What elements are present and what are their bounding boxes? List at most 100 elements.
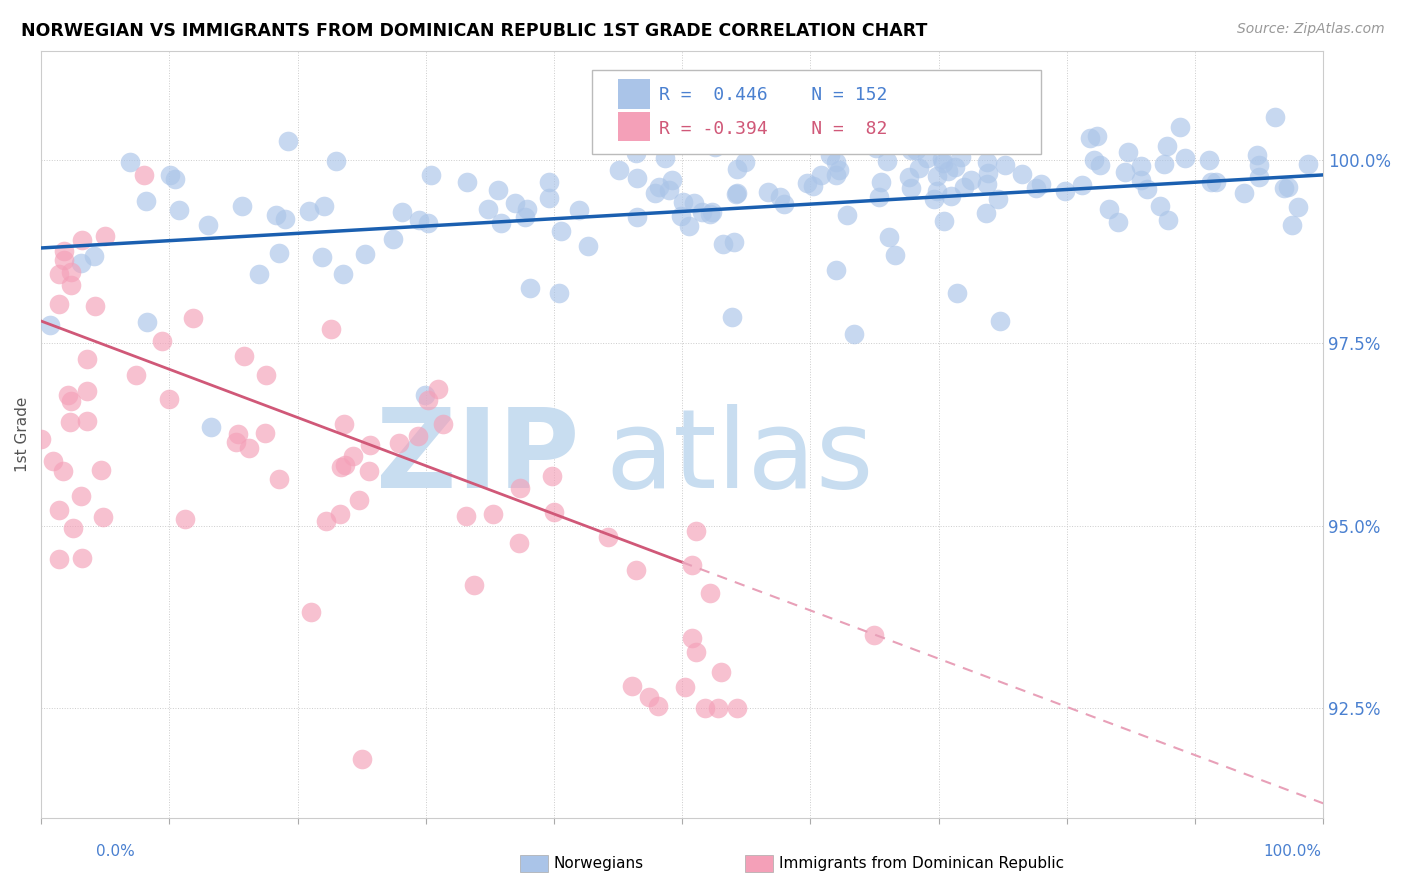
- Point: [381, 232, 404, 246]
- Point: [197, 218, 219, 232]
- Point: [48, 297, 70, 311]
- Point: [238, 442, 260, 456]
- Point: [150, 334, 173, 349]
- Text: Immigrants from Dominican Republic: Immigrants from Dominican Republic: [779, 856, 1064, 871]
- Point: [48, 503, 70, 517]
- Point: [200, 419, 222, 434]
- Point: [681, 558, 703, 572]
- Point: [703, 140, 725, 154]
- Point: [710, 665, 733, 679]
- Point: [977, 166, 1000, 180]
- Point: [661, 173, 683, 187]
- Point: [624, 145, 647, 160]
- Point: [342, 449, 364, 463]
- Point: [332, 417, 354, 432]
- Point: [758, 185, 780, 199]
- Point: [700, 204, 723, 219]
- Point: [62, 521, 84, 535]
- Point: [1031, 177, 1053, 191]
- Point: [503, 195, 526, 210]
- Point: [876, 153, 898, 168]
- Point: [311, 250, 333, 264]
- Point: [824, 155, 846, 169]
- Text: NORWEGIAN VS IMMIGRANTS FROM DOMINICAN REPUBLIC 1ST GRADE CORRELATION CHART: NORWEGIAN VS IMMIGRANTS FROM DOMINICAN R…: [21, 22, 928, 40]
- Point: [329, 459, 352, 474]
- Point: [681, 631, 703, 645]
- Point: [953, 179, 976, 194]
- Point: [1286, 200, 1309, 214]
- Point: [671, 209, 693, 223]
- Point: [70, 489, 93, 503]
- Point: [159, 169, 181, 183]
- Point: [509, 481, 531, 495]
- Point: [314, 199, 336, 213]
- Point: [174, 511, 197, 525]
- Point: [91, 509, 114, 524]
- Point: [1264, 110, 1286, 124]
- Point: [943, 160, 966, 174]
- Point: [1088, 158, 1111, 172]
- Text: ZIP: ZIP: [377, 404, 579, 511]
- Point: [233, 349, 256, 363]
- Point: [231, 199, 253, 213]
- Point: [93, 229, 115, 244]
- Point: [1025, 181, 1047, 195]
- Point: [725, 161, 748, 176]
- Point: [647, 699, 669, 714]
- Point: [420, 168, 443, 182]
- Text: Source: ZipAtlas.com: Source: ZipAtlas.com: [1237, 22, 1385, 37]
- Point: [226, 427, 249, 442]
- Point: [165, 172, 187, 186]
- Point: [849, 124, 872, 138]
- Point: [1198, 153, 1220, 168]
- Point: [1156, 139, 1178, 153]
- Point: [183, 311, 205, 326]
- Point: [936, 164, 959, 178]
- Point: [884, 248, 907, 262]
- Point: [543, 505, 565, 519]
- Point: [1233, 186, 1256, 200]
- Text: Norwegians: Norwegians: [554, 856, 644, 871]
- Point: [70, 233, 93, 247]
- Point: [157, 392, 180, 406]
- Point: [1085, 128, 1108, 143]
- Point: [70, 255, 93, 269]
- Point: [321, 322, 343, 336]
- Point: [274, 212, 297, 227]
- Point: [416, 216, 439, 230]
- Point: [683, 196, 706, 211]
- Point: [1281, 218, 1303, 232]
- Y-axis label: 1st Grade: 1st Grade: [15, 397, 30, 472]
- Point: [568, 203, 591, 218]
- Point: [167, 203, 190, 218]
- Point: [869, 175, 891, 189]
- Point: [959, 135, 981, 149]
- Point: [1083, 153, 1105, 167]
- Point: [1054, 184, 1077, 198]
- Point: [486, 183, 509, 197]
- Point: [673, 680, 696, 694]
- Point: [1168, 120, 1191, 135]
- Point: [810, 168, 832, 182]
- Point: [267, 246, 290, 260]
- Point: [900, 181, 922, 195]
- Point: [333, 458, 356, 473]
- Point: [844, 327, 866, 342]
- Point: [678, 219, 700, 233]
- Text: 100.0%: 100.0%: [1264, 845, 1322, 859]
- Point: [987, 192, 1010, 206]
- Point: [52, 464, 75, 478]
- Point: [550, 224, 572, 238]
- Point: [1078, 131, 1101, 145]
- Point: [120, 155, 142, 169]
- Point: [60, 278, 83, 293]
- Point: [1296, 157, 1319, 171]
- Point: [751, 124, 773, 138]
- Point: [877, 230, 900, 244]
- Point: [706, 701, 728, 715]
- Point: [135, 194, 157, 208]
- Point: [247, 267, 270, 281]
- Point: [725, 701, 748, 715]
- Point: [538, 176, 561, 190]
- Point: [685, 645, 707, 659]
